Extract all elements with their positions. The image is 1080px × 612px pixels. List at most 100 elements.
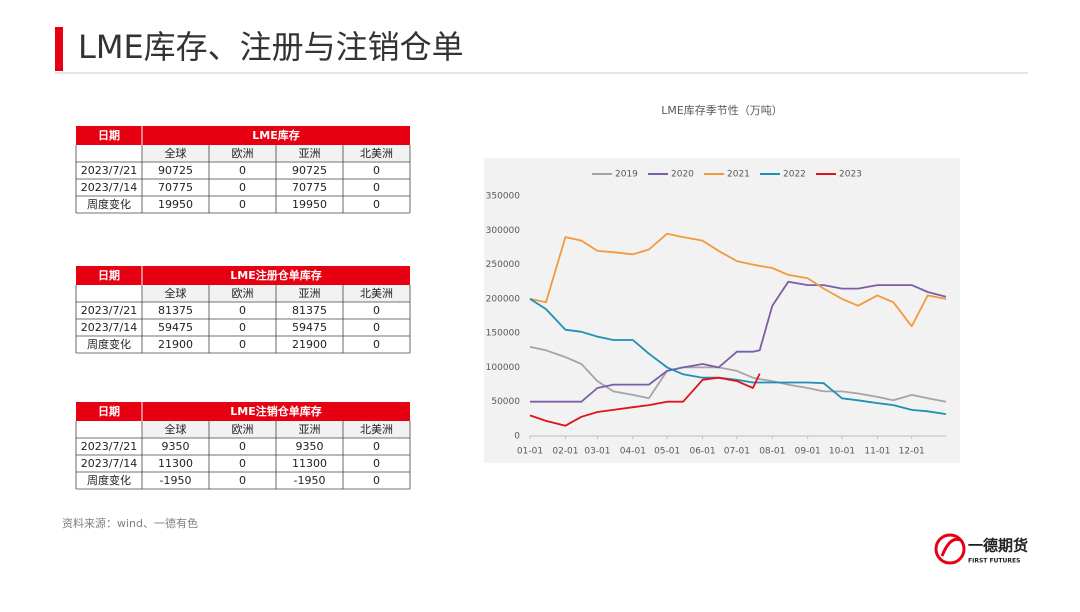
table-cell: 19950 (158, 198, 193, 211)
x-tick-label: 10-01 (829, 447, 855, 457)
table-cell: 0 (373, 474, 380, 487)
table-cell: -1950 (294, 474, 326, 487)
table-cell: 0 (239, 457, 246, 470)
source: 资料来源：wind、一德有色 (62, 516, 198, 530)
table-cell: 0 (239, 198, 246, 211)
logo-swoosh (940, 537, 961, 557)
table-title-row (76, 126, 410, 145)
table-date-header: 日期 (98, 128, 120, 142)
table-column-header: 欧洲 (232, 423, 254, 436)
table-date-header: 日期 (98, 404, 120, 418)
table-cell: 19950 (292, 198, 327, 211)
table-cell: 21900 (158, 338, 193, 351)
y-tick-label: 300000 (486, 226, 521, 236)
legend-label: 2022 (783, 170, 806, 180)
table-cell: 70775 (158, 181, 193, 194)
x-tick-label: 08-01 (759, 447, 785, 457)
table-cell: 0 (373, 338, 380, 351)
table-cell: -1950 (160, 474, 192, 487)
x-tick-label: 09-01 (795, 447, 821, 457)
table-column-header: 欧洲 (232, 147, 254, 160)
table-cell: 0 (373, 164, 380, 177)
table-column-header: 北美洲 (360, 423, 393, 436)
table-title: LME注册仓单库存 (230, 268, 321, 282)
slide-title: LME库存、注册与注销仓单 (78, 28, 464, 66)
y-tick-label: 150000 (486, 329, 521, 339)
title-bar (55, 27, 63, 71)
table-title: LME注销仓单库存 (230, 404, 321, 418)
table-cell: 11300 (158, 457, 193, 470)
table-cell: 0 (239, 474, 246, 487)
table-cell: 9350 (162, 440, 190, 453)
table-cell: 81375 (292, 304, 327, 317)
logo-english: FIRST FUTURES (968, 558, 1020, 565)
table-cell: 0 (373, 304, 380, 317)
table-cell: 81375 (158, 304, 193, 317)
table-row-label: 2023/7/21 (81, 304, 137, 317)
table-title-row (76, 402, 410, 421)
legend-label: 2021 (727, 170, 750, 180)
y-tick-label: 350000 (486, 192, 521, 202)
table-column-header: 全球 (165, 146, 187, 160)
table-row-label: 2023/7/21 (81, 164, 137, 177)
x-tick-label: 03-01 (584, 447, 610, 457)
y-tick-label: 250000 (486, 260, 521, 270)
table-cell: 0 (239, 338, 246, 351)
y-tick-label: 0 (514, 432, 520, 442)
series-line (529, 373, 761, 427)
table-row-label: 周度变化 (87, 197, 131, 211)
table-cell: 0 (373, 457, 380, 470)
chart-panel (484, 158, 960, 463)
x-tick-label: 07-01 (724, 447, 750, 457)
table-date-header: 日期 (98, 268, 120, 282)
series-line (530, 280, 947, 403)
x-tick-label: 05-01 (654, 447, 680, 457)
logo-emblem (934, 533, 966, 565)
y-tick-label: 200000 (486, 294, 521, 304)
y-tick-label: 100000 (486, 363, 521, 373)
table-cell: 0 (373, 181, 380, 194)
series-line (529, 298, 947, 415)
table-cell: 0 (239, 164, 246, 177)
table-cell: 0 (239, 304, 246, 317)
x-tick-label: 04-01 (620, 447, 646, 457)
table-cell: 70775 (292, 181, 327, 194)
legend-label: 2020 (671, 170, 694, 180)
table-column-header: 北美洲 (360, 287, 393, 300)
table-row-label: 2023/7/14 (81, 457, 137, 470)
table-column-header: 亚洲 (299, 287, 321, 300)
logo-name: 一德期货 (968, 537, 1028, 555)
table-cell: 0 (373, 198, 380, 211)
table-cell: 0 (239, 440, 246, 453)
table-cell: 21900 (292, 338, 327, 351)
table-cell: 0 (373, 440, 380, 453)
logo: 一德期货 FIRST FUTURES (934, 533, 1028, 565)
table-cell: 9350 (296, 440, 324, 453)
table-cell: 0 (239, 181, 246, 194)
table-cell: 0 (373, 321, 380, 334)
y-tick-label: 50000 (491, 397, 520, 407)
series-line (529, 346, 947, 403)
table-title-row (76, 266, 410, 285)
table-cell: 90725 (292, 164, 327, 177)
table-cell: 59475 (292, 321, 327, 334)
x-tick-label: 11-01 (864, 447, 890, 457)
table-row-label: 2023/7/14 (81, 181, 137, 194)
table-column-header: 亚洲 (299, 147, 321, 160)
table-cell: 59475 (158, 321, 193, 334)
chart-title: LME库存季节性（万吨） (661, 103, 783, 117)
table-row-label: 2023/7/21 (81, 440, 137, 453)
table-column-header: 北美洲 (360, 147, 393, 160)
table-row-label: 周度变化 (87, 473, 131, 487)
table-row-label: 2023/7/14 (81, 321, 137, 334)
table-row-label: 周度变化 (87, 337, 131, 351)
x-tick-label: 12-01 (899, 447, 925, 457)
series-line (529, 232, 947, 328)
legend-label: 2023 (839, 170, 862, 180)
table-column-header: 全球 (165, 422, 187, 436)
x-tick-label: 02-01 (552, 447, 578, 457)
table-column-header: 亚洲 (299, 423, 321, 436)
x-tick-label: 06-01 (689, 447, 715, 457)
table-column-header: 全球 (165, 286, 187, 300)
